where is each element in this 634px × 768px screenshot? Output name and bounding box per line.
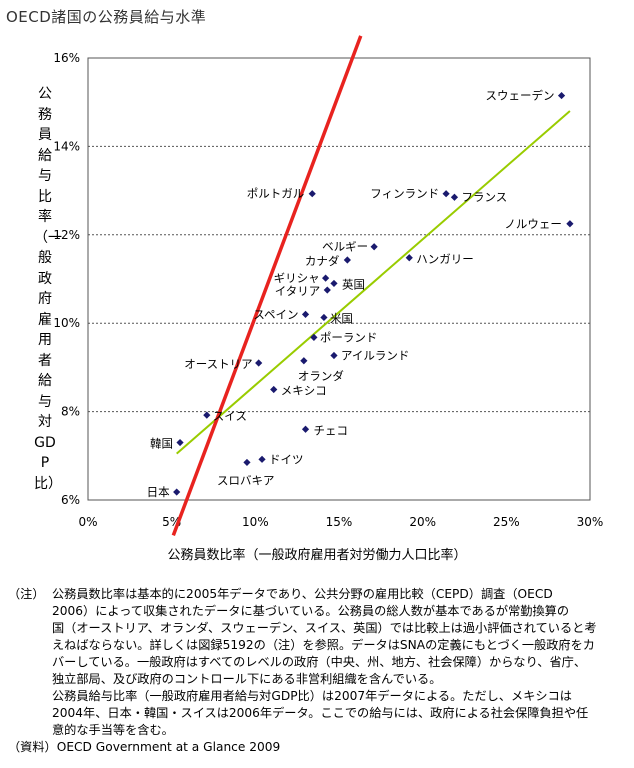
point-label: ポーランド: [320, 330, 378, 344]
reference-lines: [171, 35, 571, 536]
point-label: スペイン: [253, 307, 298, 321]
point-label: オーストリア: [184, 357, 252, 371]
point-marker: [566, 220, 574, 228]
point-label: ポルトガル: [247, 187, 305, 201]
y-tick-label: 8%: [61, 405, 80, 419]
point-marker: [330, 351, 338, 360]
x-tick-label: 10%: [242, 515, 269, 529]
point-marker: [176, 438, 184, 447]
point-marker: [405, 254, 413, 262]
point-marker: [258, 455, 266, 463]
red-guide-line: [171, 35, 363, 536]
point-marker: [173, 488, 181, 496]
note-line-5: 独立部局、及び政府のコントロール下にある非営利組織を含んでいる。: [52, 672, 442, 686]
point-label: スウェーデン: [486, 89, 555, 103]
x-tick-label: 30%: [577, 515, 604, 529]
chart-container: 6% 8% 10% 12% 14% 16% 0% 5% 10% 15% 20% 25% 30% スウェ…: [53, 35, 603, 536]
y-tick-label: 16%: [53, 51, 80, 65]
y-axis-label: 公務員給与比率（一般政府雇用者給与対GDP比）: [34, 86, 62, 492]
point-label: ドイツ: [269, 452, 304, 466]
point-marker: [343, 256, 351, 264]
point-label: チェコ: [314, 423, 349, 437]
note-line-4: バーしている。一般政府はすべてのレベルの政府（中央、州、地方、社会保障）からなり…: [52, 655, 587, 669]
point-marker: [255, 359, 263, 367]
point-label: 英国: [342, 277, 365, 291]
note-line-2: 国（オーストリア、オランダ、スウェーデン、スイス、英国）では比較上は過小評価され…: [52, 621, 597, 635]
x-tick-label: 25%: [493, 515, 520, 529]
point-marker: [557, 91, 566, 100]
point-marker: [301, 425, 310, 433]
point-label: 韓国: [150, 437, 173, 451]
trend-line: [176, 110, 571, 455]
point-marker: [442, 190, 450, 198]
y-tick-label: 10%: [53, 316, 80, 330]
y-tick-label: 6%: [61, 493, 80, 507]
point-label: アイルランド: [341, 348, 409, 362]
point-marker: [270, 385, 278, 394]
point-marker: [323, 286, 331, 294]
point-marker: [320, 313, 328, 322]
point-label: ベルギー: [322, 240, 368, 254]
point-label: イタリア: [275, 284, 321, 298]
point-label: スロバキア: [217, 473, 275, 487]
point-label: カナダ: [305, 254, 340, 268]
point-label: フランス: [461, 190, 507, 204]
point-marker: [330, 279, 338, 288]
point-marker: [300, 357, 308, 365]
point-marker: [203, 411, 211, 419]
page-title: OECD諸国の公務員給与水準: [6, 8, 207, 26]
x-tick-label: 0%: [78, 515, 97, 529]
point-marker: [243, 458, 251, 467]
scatter-chart: 6%8%10%12%14%16% 0% 5% 10% 15% 20% 25% 30% スウェ…: [53, 35, 603, 536]
point-label: フィンランド: [370, 187, 439, 201]
point-label: スイス: [213, 409, 247, 423]
point-label: メキシコ: [281, 384, 327, 398]
note-line-1: 2006）によって収集されたデータに基づいている。公務員の総人数が基本であるが常…: [52, 604, 570, 618]
point-label: ハンガリー: [416, 252, 474, 266]
x-axis-label: 公務員数比率（一般政府雇用者対労働力人口比率）: [167, 548, 467, 563]
note-line-8: 意的な手当等を含む。: [52, 723, 174, 737]
note-line-0: （注） 公務員数比率は基本的に2005年データであり、公共分野の雇用比較（CEPD…: [8, 587, 553, 601]
note-line-7: 2004年、日本・韓国・スイスは2006年データ。ここでの給与には、政府による社…: [52, 706, 589, 720]
note-line-3: えねばならない。詳しくは図録5192の（注）を参照。データはSNAの定義にもとづ…: [52, 638, 595, 652]
x-tick-label: 15%: [326, 515, 353, 529]
plot-area-border: [87, 57, 591, 501]
point-label: ノルウェー: [504, 217, 562, 231]
notes-section: （注） 公務員数比率は基本的に2005年データであり、公共分野の雇用比較（CEPD…: [8, 586, 628, 756]
x-tick-labels: 0% 5% 10% 15% 20% 25% 30%: [78, 515, 603, 529]
x-tick-label: 20%: [409, 515, 436, 529]
notes-label: （注）: [8, 587, 45, 601]
y-tick-label: 14%: [53, 139, 80, 153]
point-marker: [308, 190, 316, 198]
data-points: [173, 91, 574, 496]
point-marker: [310, 333, 318, 341]
y-tick-labels: 6% 8% 10% 12% 14% 16%: [53, 51, 80, 507]
point-marker: [301, 310, 310, 318]
point-label: 米国: [330, 311, 353, 325]
note-line-6: 公務員給与比率（一般政府雇用者給与対GDP比）は2007年データによる。ただし、…: [52, 689, 572, 703]
y-tick-label: 12%: [53, 228, 80, 242]
point-label: ギリシャ: [274, 271, 320, 285]
point-label: 日本: [147, 485, 170, 499]
point-marker: [322, 274, 330, 282]
point-label: オランダ: [298, 369, 344, 383]
point-marker: [450, 193, 459, 201]
point-marker: [370, 243, 378, 251]
source-line: （資料）OECD Government at a Glance 2009: [8, 740, 281, 754]
